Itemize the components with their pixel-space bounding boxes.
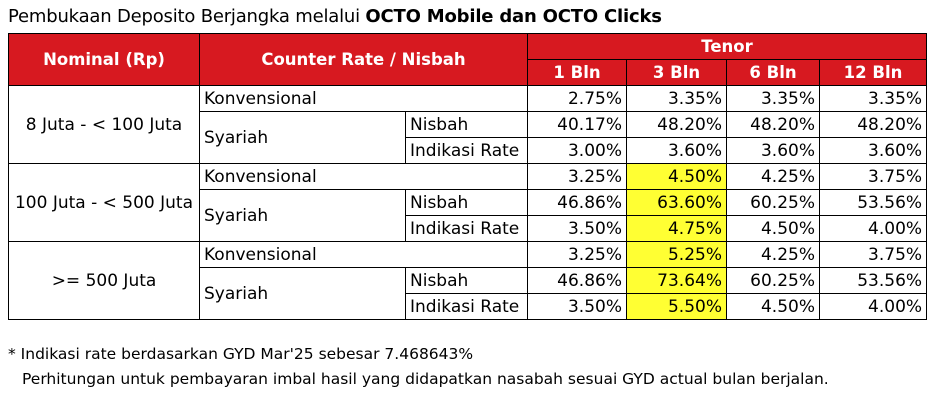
rate-cell: 4.00% xyxy=(818,215,928,242)
syariah-label: Syariah xyxy=(199,267,406,320)
rate-cell-highlighted: 5.50% xyxy=(626,293,727,320)
table-row: >= 500 Juta Konvensional 3.25% 5.25% 4.2… xyxy=(8,241,928,320)
rate-cell: 3.00% xyxy=(527,137,627,164)
nominal-cell: >= 500 Juta xyxy=(8,241,200,320)
rate-cell: 3.35% xyxy=(818,85,928,112)
nisbah-label: Nisbah xyxy=(405,267,528,294)
footnote-calculation: Perhitungan untuk pembayaran imbal hasil… xyxy=(22,370,829,388)
page-title: Pembukaan Deposito Berjangka melalui OCT… xyxy=(8,6,662,27)
footnote-gyd: * Indikasi rate berdasarkan GYD Mar'25 s… xyxy=(8,345,474,363)
konvensional-label: Konvensional xyxy=(199,163,528,190)
rate-cell: 3.25% xyxy=(527,163,627,190)
indikasi-rate-label: Indikasi Rate xyxy=(405,137,528,164)
table-row: Syariah Nisbah 46.86% 73.64% 60.25% 53.5… xyxy=(9,267,928,320)
rate-cell: 40.17% xyxy=(527,111,627,138)
rate-cell: 46.86% xyxy=(527,189,627,216)
rate-cell: 60.25% xyxy=(726,189,820,216)
header-tenor-12bln: 12 Bln xyxy=(818,59,928,86)
rate-cell: 3.60% xyxy=(726,137,820,164)
rate-cell: 2.75% xyxy=(527,85,627,112)
nominal-cell: 8 Juta - < 100 Juta xyxy=(8,85,200,164)
rate-cell: 3.60% xyxy=(626,137,727,164)
rate-cell: 3.35% xyxy=(626,85,727,112)
header-tenor-3bln: 3 Bln xyxy=(626,59,727,86)
rate-cell: 4.50% xyxy=(726,293,820,320)
rate-cell-highlighted: 4.75% xyxy=(626,215,727,242)
rate-cell-highlighted: 5.25% xyxy=(626,241,727,268)
table-row: Syariah Nisbah 40.17% 48.20% 48.20% 48.2… xyxy=(9,111,928,164)
rate-cell: 53.56% xyxy=(818,189,928,216)
nisbah-label: Nisbah xyxy=(405,189,528,216)
header-tenor: Tenor xyxy=(526,33,928,60)
table-row: Indikasi Rate 3.50% 5.50% 4.50% 4.00% xyxy=(9,293,928,320)
rate-cell: 3.35% xyxy=(726,85,820,112)
nominal-cell: 100 Juta - < 500 Juta xyxy=(8,163,200,242)
rate-cell: 53.56% xyxy=(818,267,928,294)
syariah-label: Syariah xyxy=(199,189,406,242)
rate-cell-highlighted: 4.50% xyxy=(626,163,727,190)
rate-cell: 4.25% xyxy=(726,163,820,190)
rate-cell: 48.20% xyxy=(626,111,727,138)
title-bold: OCTO Mobile dan OCTO Clicks xyxy=(365,6,662,27)
table-row: 100 Juta - < 500 Juta Konvensional 3.25%… xyxy=(8,163,928,242)
header-tenor-1bln: 1 Bln xyxy=(527,59,627,86)
rate-cell: 3.60% xyxy=(818,137,928,164)
rate-cell: 3.50% xyxy=(527,215,627,242)
table-row: Indikasi Rate 3.00% 3.60% 3.60% 3.60% xyxy=(9,137,928,164)
rate-cell: 3.75% xyxy=(818,163,928,190)
header-counter-rate: Counter Rate / Nisbah xyxy=(199,33,528,86)
table-row: Syariah Nisbah 46.86% 63.60% 60.25% 53.5… xyxy=(9,189,928,242)
rate-cell: 4.50% xyxy=(726,215,820,242)
table-row: 8 Juta - < 100 Juta Konvensional 2.75% 3… xyxy=(8,85,928,164)
table-row: Indikasi Rate 3.50% 4.75% 4.50% 4.00% xyxy=(9,215,928,242)
header-tenor-6bln: 6 Bln xyxy=(726,59,820,86)
konvensional-label: Konvensional xyxy=(199,85,528,112)
rate-cell-highlighted: 63.60% xyxy=(626,189,727,216)
title-plain: Pembukaan Deposito Berjangka melalui xyxy=(8,6,366,27)
rate-cell: 48.20% xyxy=(726,111,820,138)
header-nominal: Nominal (Rp) xyxy=(8,33,200,86)
konvensional-label: Konvensional xyxy=(199,241,528,268)
rate-cell: 46.86% xyxy=(527,267,627,294)
syariah-label: Syariah xyxy=(199,111,406,164)
rate-cell: 3.50% xyxy=(527,293,627,320)
indikasi-rate-label: Indikasi Rate xyxy=(405,215,528,242)
footnotes: * Indikasi rate berdasarkan GYD Mar'25 s… xyxy=(8,342,829,392)
rate-cell: 3.25% xyxy=(527,241,627,268)
indikasi-rate-label: Indikasi Rate xyxy=(405,293,528,320)
rate-cell: 3.75% xyxy=(818,241,928,268)
rate-cell: 4.00% xyxy=(818,293,928,320)
rate-cell: 60.25% xyxy=(726,267,820,294)
nisbah-label: Nisbah xyxy=(405,111,528,138)
deposit-rate-table: Nominal (Rp) Counter Rate / Nisbah Tenor… xyxy=(8,33,928,320)
rate-cell: 48.20% xyxy=(818,111,928,138)
rate-cell-highlighted: 73.64% xyxy=(626,267,727,294)
rate-cell: 4.25% xyxy=(726,241,820,268)
